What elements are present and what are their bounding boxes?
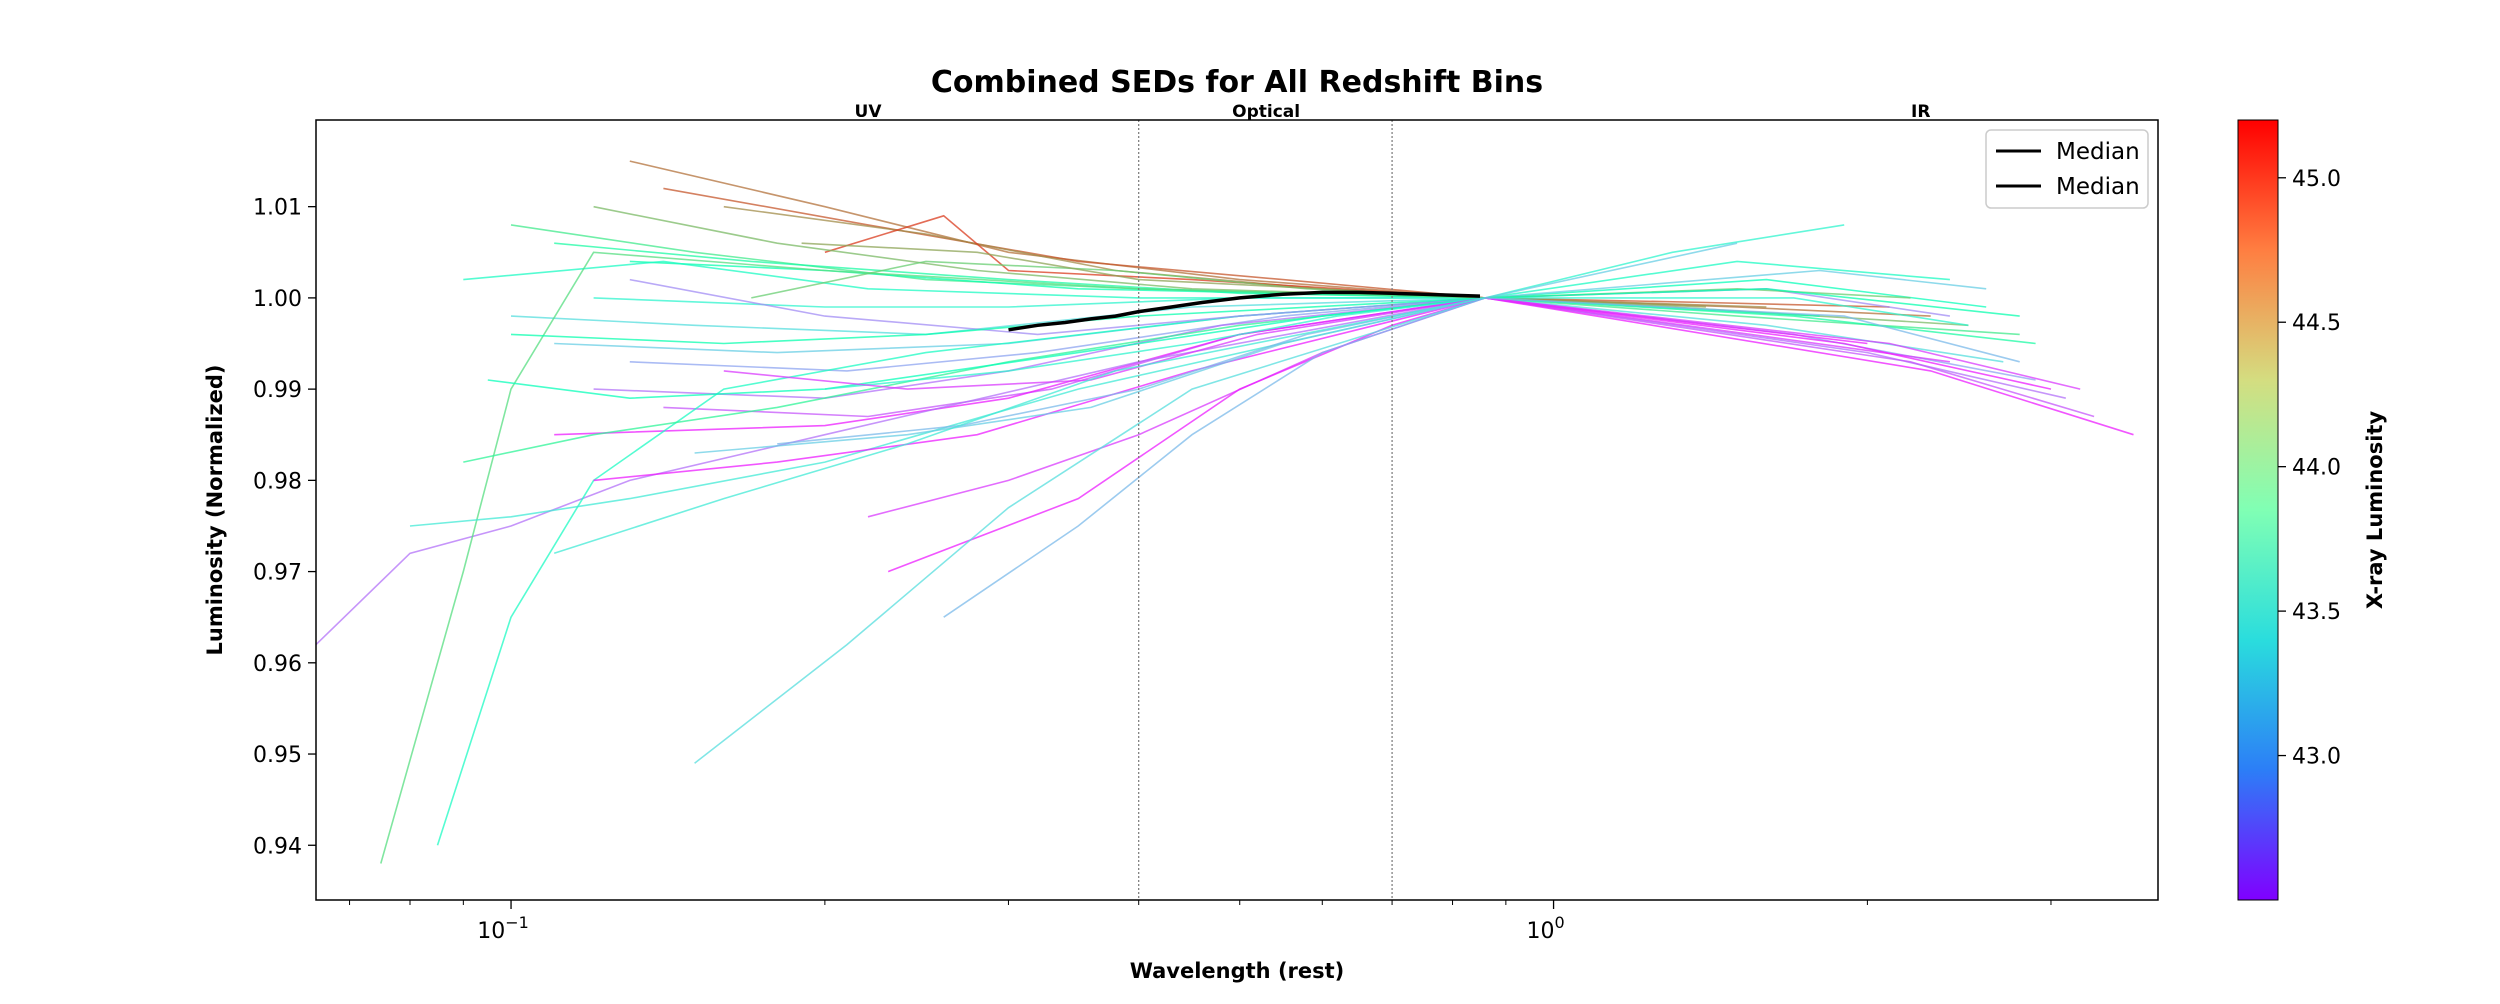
x-axis-ticks: 10−1 100 [349, 900, 2052, 944]
colorbar-tick-label: 44.5 [2292, 311, 2341, 336]
colorbar-tick-label: 45.0 [2292, 167, 2341, 192]
region-boundaries [1138, 120, 1393, 900]
colorbar-ticks: 43.0 43.5 44.0 44.5 45.0 [2278, 167, 2341, 770]
colorbar-label: X-ray Luminosity [2363, 411, 2387, 610]
sed-curve [824, 214, 1486, 299]
y-tick-label: 0.95 [253, 743, 302, 768]
sed-curve [409, 297, 1486, 527]
x-tick-label: 10−1 [477, 913, 529, 944]
sed-curve [593, 297, 2052, 482]
y-axis-label: Luminosity (Normalized) [203, 364, 227, 655]
sed-curve [694, 297, 1486, 764]
y-tick-label: 0.94 [253, 834, 302, 859]
legend: Median Median [1985, 129, 2149, 209]
y-tick-label: 0.99 [253, 378, 302, 403]
colorbar-tick-label: 43.0 [2292, 745, 2341, 770]
sed-curve [463, 297, 1486, 463]
colorbar-gradient [2237, 119, 2279, 901]
legend-label: Median [2056, 174, 2140, 200]
colorbar-tick-label: 44.0 [2292, 456, 2341, 481]
sed-curve [487, 278, 1987, 400]
legend-label: Median [2056, 139, 2140, 165]
colorbar-tick-label: 43.5 [2292, 600, 2341, 625]
chart-title: Combined SEDs for All Redshift Bins [931, 65, 1543, 100]
region-label: Optical [1232, 102, 1300, 122]
y-tick-label: 1.00 [253, 287, 302, 312]
colorbar: 43.0 43.5 44.0 44.5 45.0 X-ray Luminosity [2237, 119, 2387, 901]
plot-frame [315, 119, 2159, 901]
y-axis-ticks: 0.94 0.95 0.96 0.97 0.98 0.99 1.00 1.01 [253, 196, 316, 859]
region-label: UV [855, 102, 883, 122]
sed-curve [553, 297, 1486, 555]
median-line [1008, 290, 1481, 332]
sed-curve [943, 297, 1486, 618]
sed-curve [867, 297, 1951, 518]
x-tick-label: 100 [1526, 913, 1564, 944]
sed-curve [554, 242, 2036, 345]
x-axis-label: Wavelength (rest) [1130, 959, 1345, 983]
y-tick-label: 1.01 [253, 196, 302, 221]
sed-curve [629, 160, 1931, 317]
region-labels: UV Optical IR [855, 102, 1931, 122]
sed-curve [824, 297, 1969, 390]
y-tick-label: 0.97 [253, 561, 302, 586]
y-tick-label: 0.98 [253, 469, 302, 494]
median-line-group [1008, 290, 1481, 332]
region-label: IR [1911, 102, 1930, 122]
sed-curve [510, 297, 2004, 363]
y-tick-label: 0.96 [253, 652, 302, 677]
sed-curve [663, 187, 1890, 308]
sed-curve [694, 269, 1987, 454]
sed-curve [723, 297, 2081, 390]
plot-area [315, 119, 2159, 901]
